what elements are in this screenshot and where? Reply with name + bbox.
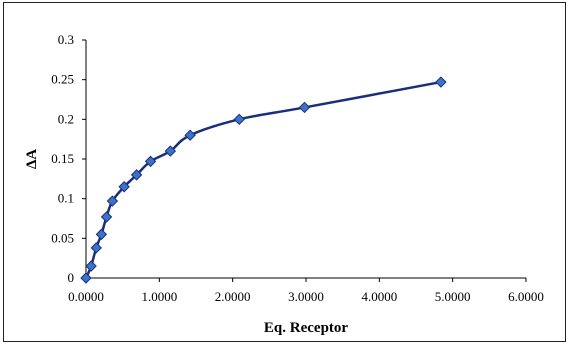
data-point xyxy=(85,260,97,272)
x-tick-label: 1.0000 xyxy=(141,289,177,304)
data-point xyxy=(144,155,157,168)
y-tick-label: 0.05 xyxy=(51,230,74,245)
x-axis-title: Eq. Receptor xyxy=(264,320,348,336)
data-point xyxy=(95,228,108,241)
y-tick-label: 0.15 xyxy=(51,151,74,166)
series-line xyxy=(84,80,442,279)
x-tick-label: 4.0000 xyxy=(361,289,397,304)
x-tick-label: 2.0000 xyxy=(215,289,251,304)
y-tick-label: 0 xyxy=(68,270,75,285)
data-point xyxy=(233,113,245,126)
chart: 0.0000 1.0000 2.0000 3.0000 4.0000 5.0000 6.00… xyxy=(24,32,544,336)
x-tick-label: 0.0000 xyxy=(68,289,104,304)
data-point xyxy=(118,181,130,193)
y-tick-label: 0.2 xyxy=(58,111,74,126)
data-point xyxy=(130,169,143,181)
y-tick-label: 0.1 xyxy=(58,191,74,206)
y-tick-label: 0.3 xyxy=(58,32,74,47)
y-tick-label: 0.25 xyxy=(51,72,74,87)
data-point xyxy=(435,76,447,88)
data-points xyxy=(80,76,447,284)
data-point xyxy=(106,195,119,207)
data-point xyxy=(100,211,113,223)
x-ticks: 0.0000 1.0000 2.0000 3.0000 4.0000 5.0000 6.00… xyxy=(68,278,544,304)
x-tick-label: 5.0000 xyxy=(435,289,471,304)
y-ticks: 0 0.05 0.1 0.15 0.2 0.25 0.3 xyxy=(51,32,86,285)
x-tick-label: 3.0000 xyxy=(288,289,324,304)
data-point xyxy=(298,101,311,114)
data-point xyxy=(184,129,196,141)
data-point xyxy=(80,272,92,284)
data-point xyxy=(164,145,177,157)
y-axis-title: ΔA xyxy=(24,149,40,169)
chart-frame: 0.0000 1.0000 2.0000 3.0000 4.0000 5.0000 6.00… xyxy=(3,2,566,342)
x-tick-label: 6.0000 xyxy=(508,289,544,304)
data-point xyxy=(90,242,102,254)
